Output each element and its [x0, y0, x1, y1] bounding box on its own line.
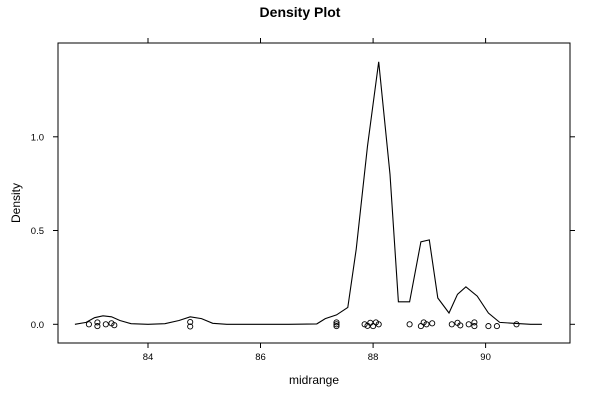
rug-point: [375, 321, 382, 328]
density-curve: [74, 61, 542, 325]
rug-point: [94, 323, 101, 330]
rug-point: [448, 321, 455, 328]
rug-point: [513, 321, 520, 328]
x-axis-label: midrange: [289, 373, 339, 387]
rug-point: [457, 322, 464, 329]
rug-point: [187, 318, 194, 326]
rug-point: [370, 323, 377, 330]
x-tick-label: 90: [480, 352, 491, 363]
axis-ticks: 84 86 88 90 0.0 0.5 1.0: [31, 38, 575, 363]
rug-point: [85, 321, 92, 328]
rug-point: [471, 319, 478, 326]
rug-point: [471, 323, 478, 330]
rug-point: [102, 321, 109, 328]
rug-point: [333, 323, 340, 330]
rug-point: [406, 321, 413, 328]
x-tick-label: 86: [255, 352, 266, 363]
rug-points-layer: [85, 318, 520, 330]
rug-point: [423, 321, 430, 328]
x-tick-label: 88: [368, 352, 379, 363]
rug-point: [429, 320, 436, 327]
y-tick-label: 0.5: [31, 226, 44, 237]
rug-point: [111, 322, 118, 329]
y-axis-label: Density: [9, 183, 23, 223]
density-curve-layer: [74, 61, 542, 325]
rug-point: [333, 321, 340, 328]
y-tick-label: 1.0: [31, 132, 44, 143]
x-tick-label: 84: [143, 352, 154, 363]
rug-point: [485, 323, 492, 330]
rug-point: [333, 319, 340, 326]
rug-point: [493, 323, 500, 330]
rug-point: [94, 319, 101, 326]
rug-point: [187, 323, 194, 330]
rug-point: [361, 321, 368, 328]
y-tick-label: 0.0: [31, 320, 44, 331]
rug-point: [465, 321, 472, 328]
chart-title: Density Plot: [260, 4, 341, 20]
plot-frame: [57, 42, 571, 344]
rug-point: [417, 323, 424, 330]
